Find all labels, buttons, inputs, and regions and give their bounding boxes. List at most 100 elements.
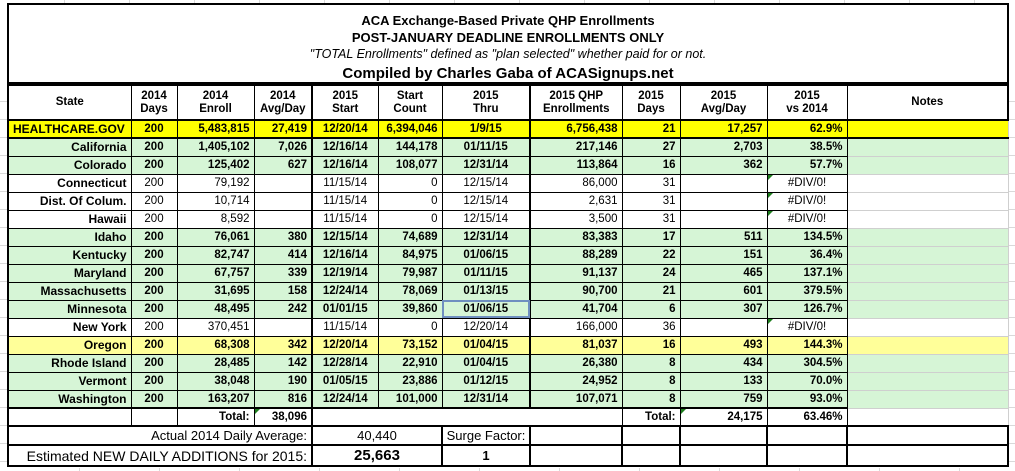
data-cell[interactable]: 12/15/14 <box>311 227 379 247</box>
data-cell[interactable]: 8 <box>621 389 681 409</box>
notes-cell[interactable] <box>846 191 1009 211</box>
data-cell[interactable]: 200 <box>130 173 178 193</box>
data-cell[interactable]: 0 <box>377 317 443 337</box>
notes-cell[interactable] <box>846 155 1009 175</box>
column-header-9[interactable]: 2015 Avg/Day <box>679 84 768 121</box>
data-cell[interactable]: 78,069 <box>377 281 443 301</box>
data-cell[interactable]: 01/12/15 <box>441 371 531 391</box>
notes-cell[interactable] <box>846 389 1009 409</box>
column-header-0[interactable]: State <box>7 84 132 121</box>
data-cell[interactable]: 759 <box>679 389 768 409</box>
column-header-8[interactable]: 2015 Days <box>621 84 681 121</box>
actual-2014-daily-average-value[interactable]: 40,440 <box>311 425 443 446</box>
data-cell[interactable]: 01/04/15 <box>441 353 531 373</box>
data-cell[interactable]: 01/13/15 <box>441 281 531 301</box>
notes-cell[interactable] <box>846 335 1009 355</box>
column-header-6[interactable]: 2015 Thru <box>441 84 531 121</box>
data-cell[interactable]: 73,152 <box>377 335 443 355</box>
data-cell[interactable]: 01/01/15 <box>311 299 379 319</box>
data-cell[interactable]: 12/19/14 <box>311 263 379 283</box>
notes-cell[interactable] <box>846 263 1009 283</box>
data-cell[interactable]: 342 <box>253 335 313 355</box>
data-cell[interactable] <box>253 317 313 337</box>
data-cell[interactable]: 200 <box>130 227 178 247</box>
data-cell[interactable]: 27,419 <box>253 119 313 139</box>
notes-cell[interactable] <box>846 407 1009 427</box>
data-cell[interactable]: 200 <box>130 137 178 157</box>
column-header-4[interactable]: 2015 Start <box>311 84 379 121</box>
data-cell[interactable]: 93.0% <box>766 389 848 409</box>
data-cell[interactable]: 27 <box>621 137 681 157</box>
data-cell[interactable]: 01/11/15 <box>441 263 531 283</box>
surge-factor-label[interactable]: Surge Factor: <box>441 425 531 446</box>
data-cell[interactable]: 379.5% <box>766 281 848 301</box>
data-cell[interactable]: 190 <box>253 371 313 391</box>
data-cell[interactable]: 12/15/14 <box>441 173 531 193</box>
data-cell[interactable]: 108,077 <box>377 155 443 175</box>
notes-cell[interactable] <box>846 371 1009 391</box>
data-cell[interactable]: #DIV/0! <box>766 317 848 337</box>
data-cell[interactable]: 434 <box>679 353 768 373</box>
data-cell[interactable]: 01/06/15 <box>441 299 531 319</box>
data-cell[interactable]: 41,704 <box>529 299 623 319</box>
state-cell[interactable]: Kentucky <box>7 245 132 265</box>
state-cell[interactable]: Rhode Island <box>7 353 132 373</box>
data-cell[interactable]: 17 <box>621 227 681 247</box>
cell[interactable] <box>621 425 681 446</box>
data-cell[interactable] <box>679 209 768 229</box>
data-cell[interactable]: 0 <box>377 191 443 211</box>
data-cell[interactable]: 200 <box>130 389 178 409</box>
data-cell[interactable]: 107,071 <box>529 389 623 409</box>
data-cell[interactable]: 39,860 <box>377 299 443 319</box>
data-cell[interactable]: 5,483,815 <box>176 119 255 139</box>
data-cell[interactable]: 11/15/14 <box>311 173 379 193</box>
column-header-3[interactable]: 2014 Avg/Day <box>253 84 313 121</box>
notes-cell[interactable] <box>846 281 1009 301</box>
data-cell[interactable]: 74,689 <box>377 227 443 247</box>
data-cell[interactable]: 12/20/14 <box>311 335 379 355</box>
data-cell[interactable]: 339 <box>253 263 313 283</box>
data-cell[interactable]: 01/04/15 <box>441 335 531 355</box>
data-cell[interactable]: 0 <box>377 173 443 193</box>
cell[interactable] <box>679 425 768 446</box>
data-cell[interactable]: 11/15/14 <box>311 317 379 337</box>
cell[interactable] <box>529 425 623 446</box>
data-cell[interactable]: 511 <box>679 227 768 247</box>
data-cell[interactable]: 113,864 <box>529 155 623 175</box>
data-cell[interactable]: 90,700 <box>529 281 623 301</box>
notes-cell[interactable] <box>846 227 1009 247</box>
data-cell[interactable]: 68,308 <box>176 335 255 355</box>
data-cell[interactable]: 2,631 <box>529 191 623 211</box>
data-cell[interactable]: 200 <box>130 209 178 229</box>
data-cell[interactable]: 137.1% <box>766 263 848 283</box>
data-cell[interactable]: 7,026 <box>253 137 313 157</box>
data-cell[interactable]: 134.5% <box>766 227 848 247</box>
total-2015-vs-2014[interactable]: 63.46% <box>766 407 848 427</box>
data-cell[interactable]: 81,037 <box>529 335 623 355</box>
notes-cell[interactable] <box>846 444 1009 467</box>
data-cell[interactable]: 151 <box>679 245 768 265</box>
data-cell[interactable] <box>253 209 313 229</box>
data-cell[interactable]: 21 <box>621 119 681 139</box>
cell[interactable] <box>130 407 178 427</box>
data-cell[interactable]: 200 <box>130 335 178 355</box>
column-header-1[interactable]: 2014 Days <box>130 84 178 121</box>
data-cell[interactable]: 16 <box>621 155 681 175</box>
data-cell[interactable]: 601 <box>679 281 768 301</box>
data-cell[interactable]: 6,756,438 <box>529 119 623 139</box>
state-cell[interactable]: Maryland <box>7 263 132 283</box>
data-cell[interactable]: 816 <box>253 389 313 409</box>
data-cell[interactable]: 144,178 <box>377 137 443 157</box>
data-cell[interactable]: 0 <box>377 209 443 229</box>
data-cell[interactable]: 12/16/14 <box>311 155 379 175</box>
state-cell[interactable]: Washington <box>7 389 132 409</box>
data-cell[interactable]: 12/20/14 <box>311 119 379 139</box>
state-cell[interactable]: HEALTHCARE.GOV <box>7 119 132 139</box>
data-cell[interactable]: 01/06/15 <box>441 245 531 265</box>
data-cell[interactable]: 126.7% <box>766 299 848 319</box>
total-label-left[interactable]: Total: <box>176 407 255 427</box>
data-cell[interactable]: 380 <box>253 227 313 247</box>
data-cell[interactable]: 200 <box>130 155 178 175</box>
data-cell[interactable]: 144.3% <box>766 335 848 355</box>
cell[interactable] <box>529 444 623 467</box>
